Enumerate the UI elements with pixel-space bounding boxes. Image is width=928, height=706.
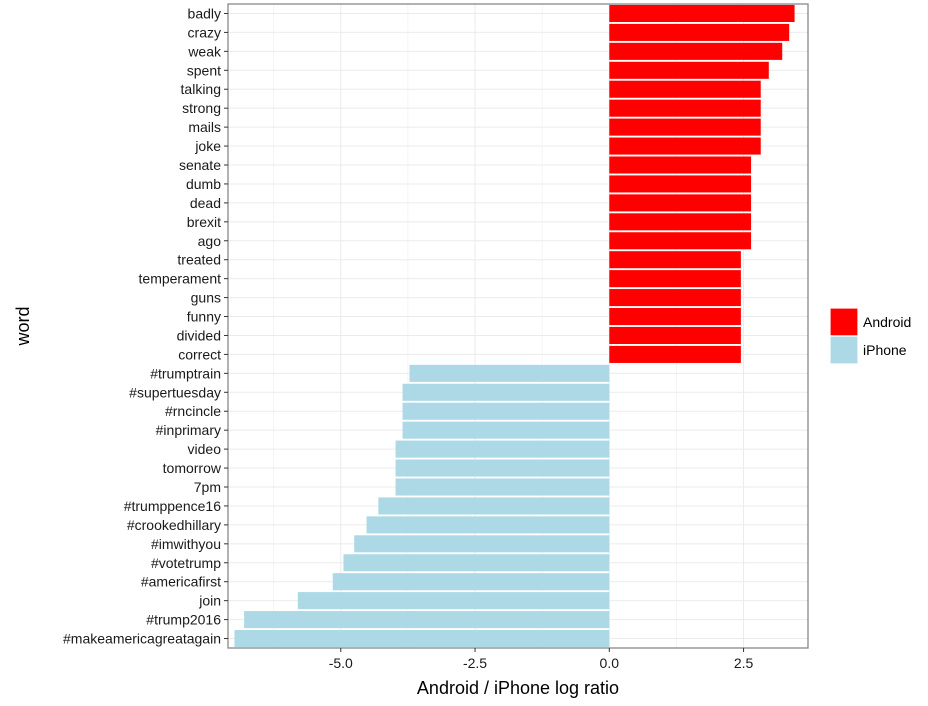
- legend-key-android: [829, 307, 859, 337]
- bar-joke: [609, 137, 761, 155]
- bar-badly: [609, 4, 795, 22]
- legend-key-iphone: [829, 335, 859, 365]
- x-tick-label: 0.0: [600, 655, 620, 671]
- bar-talking: [609, 80, 761, 98]
- bar-treated: [609, 251, 741, 269]
- y-tick-label: dead: [190, 195, 221, 211]
- bar-spent: [609, 61, 769, 79]
- y-tick-label: #trumppence16: [124, 498, 222, 514]
- bar-brexit: [609, 213, 752, 231]
- bar-divided: [609, 326, 741, 344]
- y-tick-label: treated: [177, 252, 221, 268]
- y-tick-label: #trumptrain: [150, 365, 221, 381]
- x-tick-label: -2.5: [463, 655, 487, 671]
- bar-7pm: [395, 478, 610, 496]
- y-tick-label: 7pm: [194, 479, 221, 495]
- y-tick-label: divided: [177, 327, 221, 343]
- bar-inprimary: [402, 421, 610, 439]
- y-tick-label: mails: [188, 119, 221, 135]
- bar-supertuesday: [402, 383, 610, 401]
- bar-temperament: [609, 270, 741, 288]
- y-axis-title: word: [13, 306, 33, 346]
- y-tick-label: #votetrump: [151, 555, 221, 571]
- y-tick-label: #crookedhillary: [127, 517, 221, 533]
- bar-correct: [609, 345, 741, 363]
- y-tick-label: #makeamericagreatagain: [63, 631, 221, 647]
- y-tick-label: join: [198, 593, 221, 609]
- bar-tomorrow: [395, 459, 610, 477]
- y-tick-label: guns: [191, 290, 221, 306]
- legend: Android iPhone: [829, 307, 911, 365]
- y-tick-label: #americafirst: [141, 574, 221, 590]
- y-tick-label: #rncincle: [165, 403, 221, 419]
- bar-funny: [609, 308, 741, 326]
- x-axis-title: Android / iPhone log ratio: [417, 678, 619, 698]
- y-tick-label: senate: [179, 157, 221, 173]
- bar-crookedhillary: [366, 516, 610, 534]
- bar-dumb: [609, 175, 752, 193]
- bar-rncincle: [402, 402, 610, 420]
- legend-label-android: Android: [863, 314, 911, 330]
- bar-makeamericagreatagain: [234, 630, 610, 648]
- y-axis-ticks: badly crazy weak spent talking strong mails jok…: [63, 5, 228, 647]
- bar-join: [297, 592, 610, 610]
- bar-trumptrain: [409, 364, 610, 382]
- bar-votetrump: [343, 554, 610, 572]
- x-tick-label: 2.5: [734, 655, 754, 671]
- y-tick-label: badly: [188, 5, 221, 21]
- y-tick-label: dumb: [186, 176, 221, 192]
- y-tick-label: #supertuesday: [129, 384, 221, 400]
- y-tick-label: #imwithyou: [151, 536, 221, 552]
- y-tick-label: ago: [198, 233, 222, 249]
- legend-label-iphone: iPhone: [863, 342, 907, 358]
- bars: [234, 4, 795, 648]
- y-tick-label: crazy: [188, 24, 221, 40]
- y-tick-label: #trump2016: [146, 612, 221, 628]
- y-tick-label: temperament: [139, 271, 222, 287]
- bar-ago: [609, 232, 752, 250]
- bar-americafirst: [332, 573, 610, 591]
- bar-weak: [609, 42, 783, 60]
- bar-imwithyou: [354, 535, 610, 553]
- plot-border: [227, 3, 809, 649]
- y-tick-label: funny: [187, 309, 221, 325]
- y-tick-label: weak: [187, 43, 222, 59]
- y-tick-label: video: [188, 441, 222, 457]
- y-tick-label: talking: [181, 81, 221, 97]
- y-tick-label: brexit: [187, 214, 221, 230]
- bar-senate: [609, 156, 752, 174]
- bar-dead: [609, 194, 752, 212]
- y-tick-label: spent: [187, 62, 221, 78]
- bar-mails: [609, 118, 761, 136]
- y-tick-label: joke: [194, 138, 221, 154]
- bar-trump2016: [244, 611, 610, 629]
- bar-trumppence16: [378, 497, 610, 515]
- bar-crazy: [609, 23, 790, 41]
- x-axis-ticks: -5.0 -2.5 0.0 2.5: [329, 648, 754, 671]
- bar-strong: [609, 99, 761, 117]
- y-tick-label: #inprimary: [156, 422, 221, 438]
- y-tick-label: tomorrow: [163, 460, 222, 476]
- y-tick-label: correct: [178, 346, 221, 362]
- x-tick-label: -5.0: [329, 655, 353, 671]
- y-tick-label: strong: [182, 100, 221, 116]
- bar-video: [395, 440, 610, 458]
- bar-guns: [609, 289, 741, 307]
